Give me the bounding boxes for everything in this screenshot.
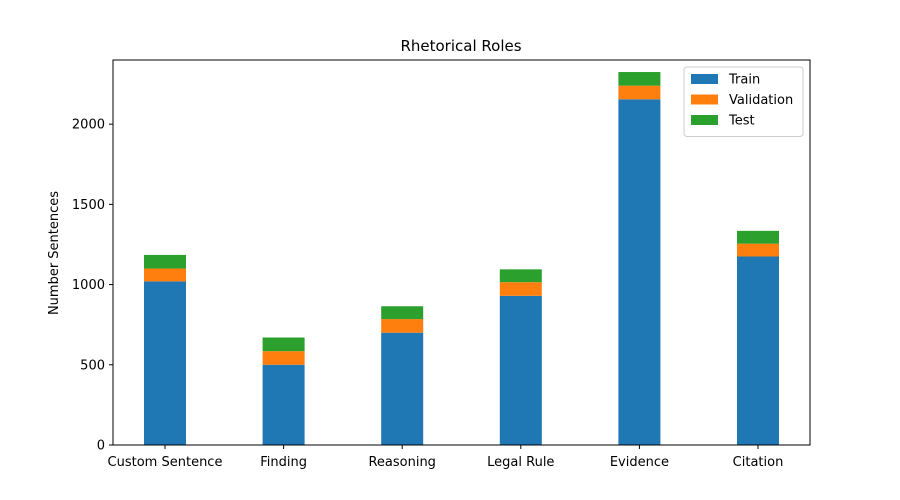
legend-swatch-test <box>691 115 718 125</box>
legend-label-test: Test <box>728 114 755 129</box>
bar-test-legal-rule <box>499 269 542 283</box>
bar-test-finding <box>262 337 305 352</box>
bar-validation-reasoning <box>381 319 424 333</box>
y-tick-label: 2000 <box>72 118 105 133</box>
bar-test-evidence <box>618 72 661 86</box>
y-tick-label: 1500 <box>72 198 105 213</box>
bar-validation-citation <box>737 243 779 257</box>
legend-swatch-validation <box>691 94 718 105</box>
bar-train-evidence <box>618 99 661 446</box>
y-axis-title: Number Sentences <box>47 191 62 315</box>
legend-label-train: Train <box>728 73 760 88</box>
x-tick-label: Evidence <box>610 455 669 470</box>
x-axis: Custom Sentence Finding Reasoning Legal Rul… <box>108 445 784 470</box>
bar-train-citation <box>737 256 779 445</box>
x-tick-label: Reasoning <box>368 455 435 470</box>
bar-validation-finding <box>262 351 305 365</box>
y-tick-label: 500 <box>80 358 105 373</box>
bar-test-reasoning <box>381 306 424 320</box>
bar-test-custom-sentence <box>144 254 186 269</box>
bar-train-custom-sentence <box>144 281 186 446</box>
y-tick-label: 1000 <box>72 278 105 293</box>
legend-label-validation: Validation <box>729 93 793 108</box>
x-tick-label: Custom Sentence <box>108 455 223 470</box>
x-tick-label: Legal Rule <box>487 455 554 470</box>
x-tick-label: Finding <box>260 455 307 470</box>
legend: Train Validation Test <box>683 66 804 137</box>
bar-validation-legal-rule <box>499 282 542 296</box>
x-tick-label: Citation <box>733 455 784 470</box>
chart-title: Rhetorical Roles <box>400 37 521 55</box>
y-tick-label: 0 <box>97 439 105 454</box>
bar-train-finding <box>262 364 305 445</box>
bar-test-citation <box>737 230 779 244</box>
bar-validation-evidence <box>618 85 661 100</box>
y-axis: 0 500 1000 1500 2000 <box>72 118 113 454</box>
bar-validation-custom-sentence <box>144 268 186 282</box>
bar-train-legal-rule <box>499 295 542 445</box>
bar-train-reasoning <box>381 332 424 445</box>
plot-frame <box>112 59 811 446</box>
bars-layer <box>144 72 779 446</box>
legend-swatch-train <box>691 74 718 84</box>
